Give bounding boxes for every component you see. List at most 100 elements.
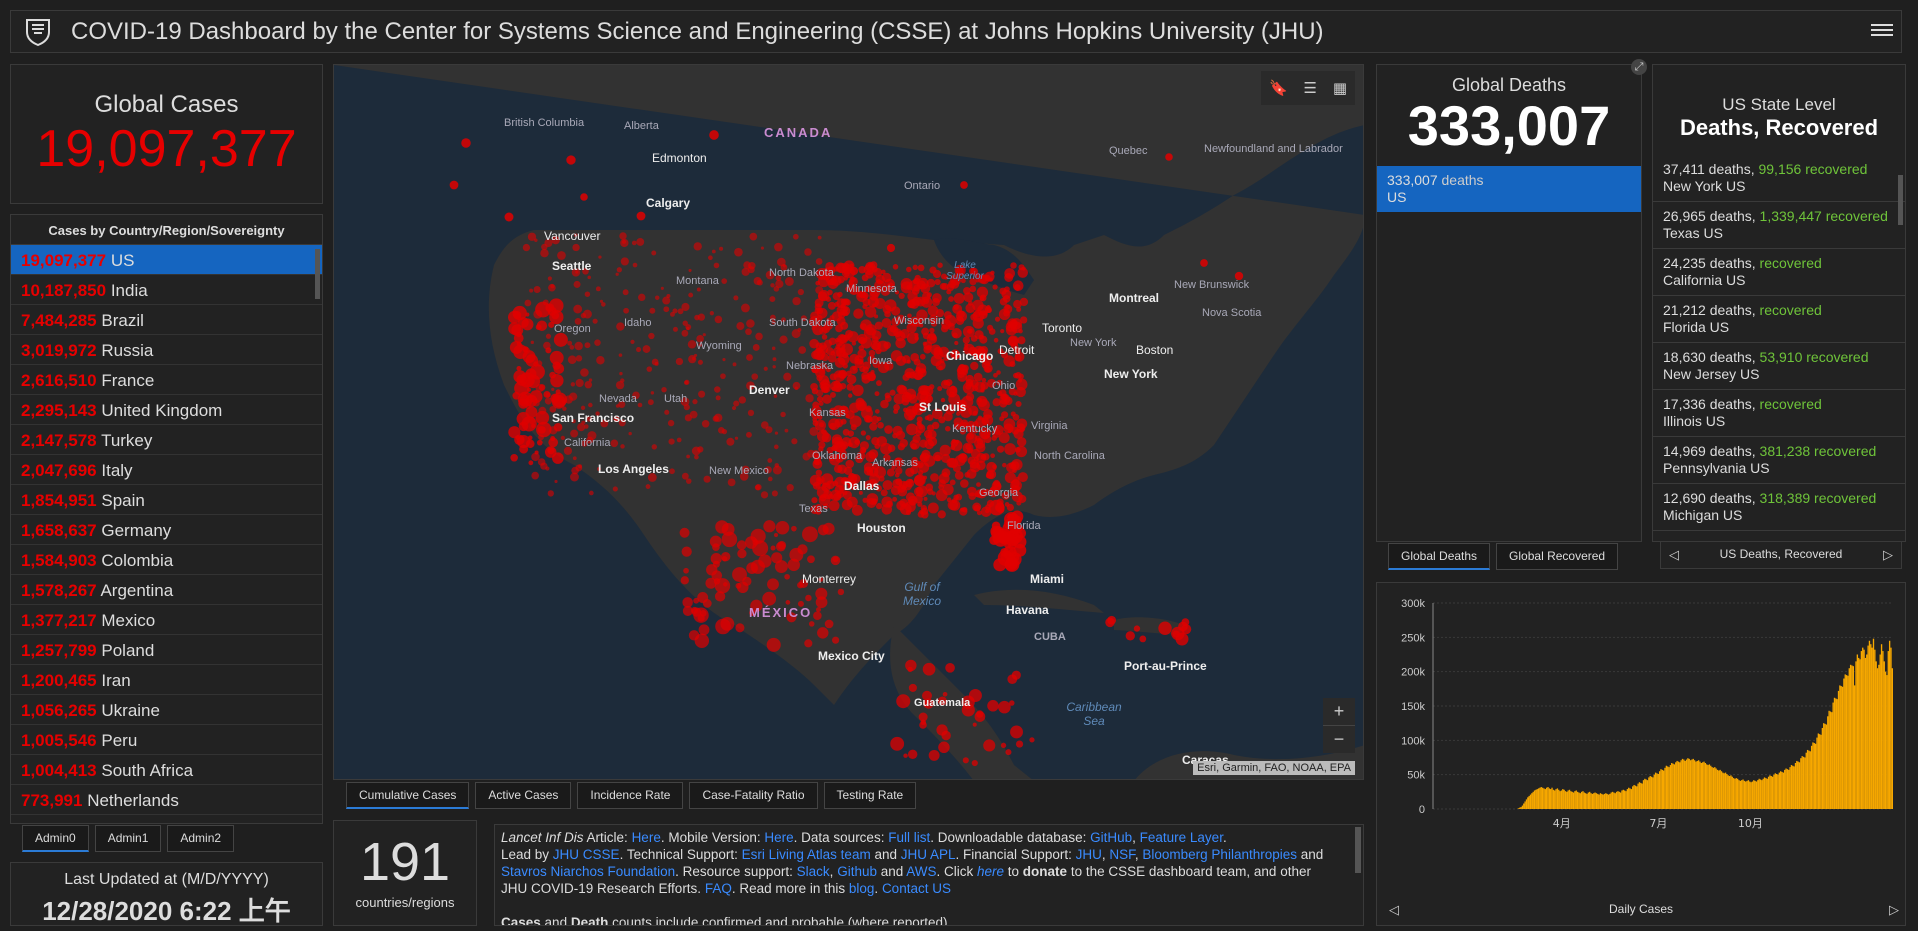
case-bubble[interactable] [720, 373, 726, 380]
daily-cases-bar[interactable] [1685, 759, 1688, 809]
case-bubble[interactable] [1172, 630, 1180, 638]
country-row[interactable]: 1,257,799 Poland [11, 635, 322, 665]
daily-cases-bar[interactable] [1805, 752, 1807, 809]
case-bubble[interactable] [722, 358, 726, 362]
case-bubble[interactable] [1011, 670, 1021, 680]
case-bubble[interactable] [734, 247, 743, 257]
case-bubble[interactable] [961, 395, 974, 408]
case-bubble[interactable] [1014, 354, 1022, 362]
case-bubble[interactable] [765, 270, 775, 280]
daily-cases-bar[interactable] [1664, 767, 1666, 809]
aws-link[interactable]: AWS [906, 864, 937, 879]
case-bubble[interactable] [905, 405, 918, 418]
case-bubble[interactable] [587, 275, 592, 280]
daily-cases-bar[interactable] [1632, 786, 1634, 809]
case-bubble[interactable] [662, 296, 671, 305]
case-bubble[interactable] [681, 329, 689, 337]
case-bubble[interactable] [767, 578, 779, 591]
daily-cases-bar[interactable] [1532, 791, 1534, 809]
case-bubble[interactable] [988, 499, 1005, 516]
bloomberg-link[interactable]: Bloomberg Philanthropies [1142, 847, 1297, 862]
case-bubble[interactable] [509, 341, 523, 354]
tab-testing-rate[interactable]: Testing Rate [823, 782, 917, 809]
case-bubble[interactable] [746, 381, 755, 391]
country-row[interactable]: 2,295,143 United Kingdom [11, 395, 322, 425]
daily-cases-bar[interactable] [1716, 769, 1719, 809]
expand-icon[interactable]: ⤢ [1631, 59, 1647, 75]
case-bubble[interactable] [866, 469, 874, 476]
case-bubble[interactable] [823, 320, 833, 331]
case-bubble[interactable] [1010, 461, 1020, 470]
case-bubble[interactable] [713, 262, 720, 269]
case-bubble[interactable] [772, 365, 776, 369]
daily-cases-bar[interactable] [1654, 772, 1657, 809]
case-bubble[interactable] [876, 503, 883, 510]
daily-cases-bar[interactable] [1813, 743, 1815, 809]
case-bubble[interactable] [1013, 428, 1024, 439]
jhu-apl-link[interactable]: JHU APL [900, 847, 956, 862]
case-bubble[interactable] [918, 462, 930, 473]
daily-cases-bar[interactable] [1611, 791, 1614, 809]
case-bubble[interactable] [939, 444, 951, 456]
daily-cases-bar[interactable] [1749, 781, 1751, 809]
case-bubble[interactable] [566, 155, 576, 165]
case-bubble[interactable] [1008, 387, 1017, 396]
case-bubble[interactable] [543, 391, 551, 398]
case-bubble[interactable] [992, 398, 1001, 407]
case-bubble[interactable] [914, 474, 926, 487]
case-bubble[interactable] [531, 471, 540, 480]
case-bubble[interactable] [784, 277, 794, 286]
case-bubble[interactable] [669, 468, 675, 475]
case-bubble[interactable] [919, 439, 928, 448]
daily-cases-bar[interactable] [1589, 791, 1591, 809]
case-bubble[interactable] [817, 524, 829, 536]
case-bubble[interactable] [818, 577, 824, 582]
daily-cases-bar[interactable] [1545, 787, 1548, 809]
case-bubble[interactable] [952, 464, 961, 473]
case-bubble[interactable] [844, 311, 849, 316]
case-bubble[interactable] [871, 462, 880, 470]
case-bubble[interactable] [719, 246, 724, 251]
daily-cases-bar[interactable] [1773, 774, 1775, 809]
case-bubble[interactable] [709, 535, 722, 548]
daily-cases-bar[interactable] [1888, 640, 1891, 809]
daily-cases-bar[interactable] [1610, 792, 1612, 809]
case-bubble[interactable] [754, 484, 761, 491]
case-bubble[interactable] [890, 736, 905, 751]
case-bubble[interactable] [580, 193, 588, 201]
case-bubble[interactable] [618, 353, 623, 357]
case-bubble[interactable] [682, 320, 688, 326]
case-bubble[interactable] [1017, 336, 1026, 345]
case-bubble[interactable] [944, 425, 951, 432]
case-bubble[interactable] [651, 250, 657, 256]
country-row[interactable]: 19,097,377 US [11, 245, 322, 275]
country-row[interactable]: 2,047,696 Italy [11, 455, 322, 485]
case-bubble[interactable] [984, 366, 991, 373]
case-bubble[interactable] [903, 753, 908, 758]
case-bubble[interactable] [998, 700, 1011, 714]
country-row[interactable]: 10,187,850 India [11, 275, 322, 305]
case-bubble[interactable] [895, 467, 903, 475]
next-arrow-icon[interactable]: ▷ [1883, 547, 1893, 562]
case-bubble[interactable] [874, 298, 886, 310]
daily-cases-bar[interactable] [1867, 645, 1869, 809]
case-bubble[interactable] [1018, 494, 1027, 503]
case-bubble[interactable] [920, 368, 926, 374]
daily-cases-bar[interactable] [1609, 793, 1611, 809]
daily-cases-bar[interactable] [1821, 727, 1824, 809]
case-bubble[interactable] [789, 547, 804, 562]
case-bubble[interactable] [1016, 500, 1022, 506]
case-bubble[interactable] [942, 483, 954, 496]
daily-cases-bar[interactable] [1855, 661, 1857, 809]
daily-cases-bar[interactable] [1691, 759, 1693, 809]
case-bubble[interactable] [977, 304, 989, 316]
daily-cases-bar[interactable] [1668, 767, 1670, 809]
case-bubble[interactable] [630, 339, 635, 344]
daily-cases-bar[interactable] [1603, 793, 1606, 809]
case-bubble[interactable] [1125, 631, 1135, 641]
daily-cases-bar[interactable] [1617, 791, 1619, 809]
case-bubble[interactable] [859, 365, 866, 373]
case-bubble[interactable] [922, 332, 930, 340]
case-bubble[interactable] [833, 492, 842, 501]
daily-cases-bar[interactable] [1602, 794, 1604, 809]
